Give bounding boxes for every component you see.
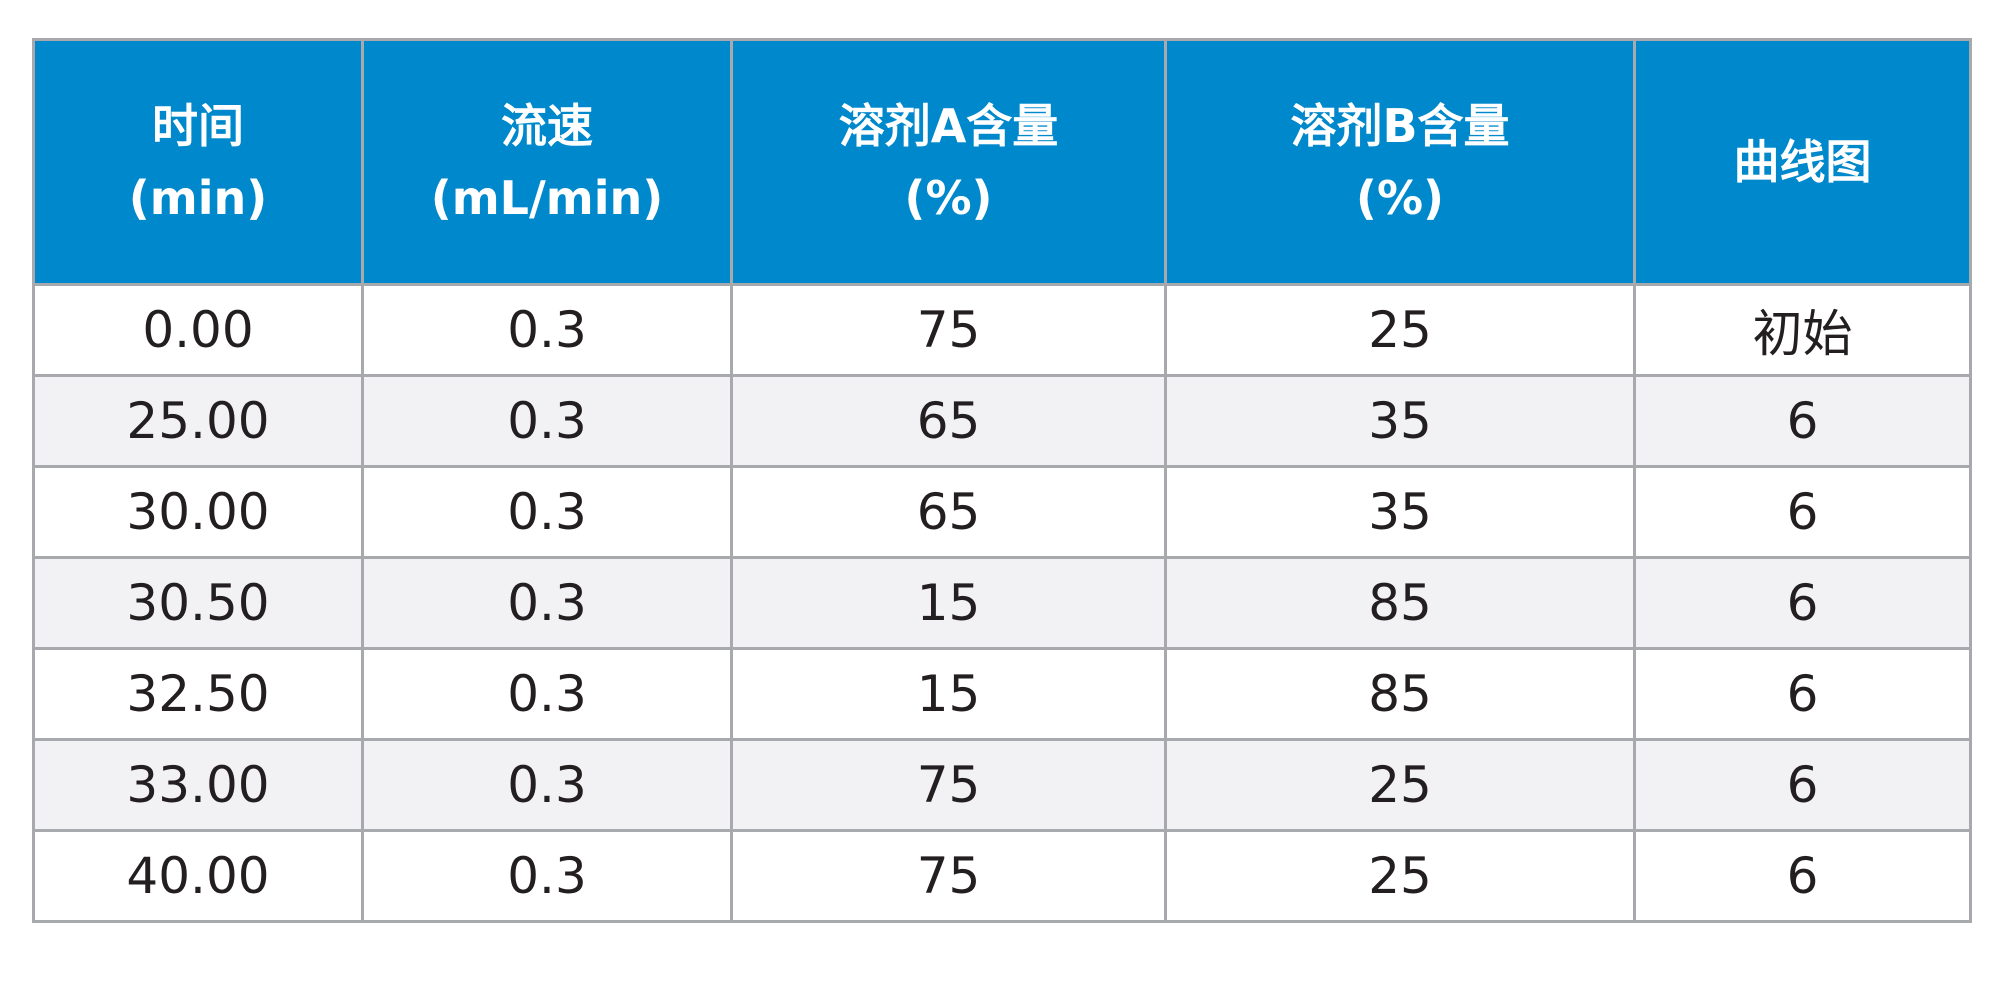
- table-row: 30.00 0.3 65 35 6: [32, 465, 1972, 559]
- table-row: 30.50 0.3 15 85 6: [32, 556, 1972, 650]
- cell-time: 0.00: [32, 283, 364, 377]
- cell-time: 30.50: [32, 556, 364, 650]
- cell-curve: 6: [1633, 374, 1972, 468]
- cell-flow-rate: 0.3: [361, 374, 733, 468]
- column-header-solvent-a: 溶剂A含量 (%): [730, 38, 1167, 286]
- cell-flow-rate: 0.3: [361, 465, 733, 559]
- header-unit: (mL/min): [430, 171, 664, 225]
- header-unit: (%): [904, 171, 993, 225]
- table-row: 33.00 0.3 75 25 6: [32, 738, 1972, 832]
- header-label: 溶剂B含量: [1290, 99, 1510, 153]
- column-header-solvent-b: 溶剂B含量 (%): [1164, 38, 1636, 286]
- cell-solvent-b: 35: [1164, 374, 1636, 468]
- column-header-curve: 曲线图: [1633, 38, 1972, 286]
- cell-curve: 6: [1633, 556, 1972, 650]
- cell-time: 30.00: [32, 465, 364, 559]
- cell-solvent-b: 25: [1164, 829, 1636, 923]
- cell-solvent-b: 35: [1164, 465, 1636, 559]
- column-header-flow-rate: 流速 (mL/min): [361, 38, 733, 286]
- header-label: 时间: [152, 99, 244, 153]
- header-unit: (min): [128, 171, 268, 225]
- cell-curve: 初始: [1633, 283, 1972, 377]
- table-row: 0.00 0.3 75 25 初始: [32, 283, 1972, 377]
- table-body: 0.00 0.3 75 25 初始 25.00 0.3 65 35 6 30.0…: [32, 283, 1972, 923]
- cell-time: 25.00: [32, 374, 364, 468]
- cell-solvent-a: 15: [730, 556, 1167, 650]
- header-unit: (%): [1355, 171, 1445, 225]
- cell-curve: 6: [1633, 647, 1972, 741]
- cell-curve: 6: [1633, 738, 1972, 832]
- header-label: 流速: [501, 99, 593, 153]
- column-header-time: 时间 (min): [32, 38, 364, 286]
- cell-solvent-a: 75: [730, 829, 1167, 923]
- cell-time: 33.00: [32, 738, 364, 832]
- table-row: 25.00 0.3 65 35 6: [32, 374, 1972, 468]
- table-header: 时间 (min) 流速 (mL/min) 溶剂A含量 (%) 溶剂B含量 (%)…: [32, 38, 1972, 286]
- cell-solvent-b: 85: [1164, 647, 1636, 741]
- cell-solvent-b: 25: [1164, 738, 1636, 832]
- cell-time: 32.50: [32, 647, 364, 741]
- cell-solvent-b: 25: [1164, 283, 1636, 377]
- header-label: 曲线图: [1733, 135, 1872, 189]
- cell-curve: 6: [1633, 465, 1972, 559]
- cell-flow-rate: 0.3: [361, 283, 733, 377]
- cell-solvent-a: 75: [730, 283, 1167, 377]
- cell-solvent-a: 75: [730, 738, 1167, 832]
- table-row: 40.00 0.3 75 25 6: [32, 829, 1972, 923]
- table-row: 32.50 0.3 15 85 6: [32, 647, 1972, 741]
- cell-flow-rate: 0.3: [361, 829, 733, 923]
- cell-flow-rate: 0.3: [361, 647, 733, 741]
- cell-flow-rate: 0.3: [361, 738, 733, 832]
- header-label: 溶剂A含量: [838, 99, 1059, 153]
- gradient-table: 时间 (min) 流速 (mL/min) 溶剂A含量 (%) 溶剂B含量 (%)…: [32, 38, 1972, 923]
- cell-curve: 6: [1633, 829, 1972, 923]
- header-row: 时间 (min) 流速 (mL/min) 溶剂A含量 (%) 溶剂B含量 (%)…: [32, 38, 1972, 286]
- cell-solvent-a: 65: [730, 374, 1167, 468]
- cell-solvent-b: 85: [1164, 556, 1636, 650]
- cell-solvent-a: 65: [730, 465, 1167, 559]
- cell-flow-rate: 0.3: [361, 556, 733, 650]
- cell-solvent-a: 15: [730, 647, 1167, 741]
- cell-time: 40.00: [32, 829, 364, 923]
